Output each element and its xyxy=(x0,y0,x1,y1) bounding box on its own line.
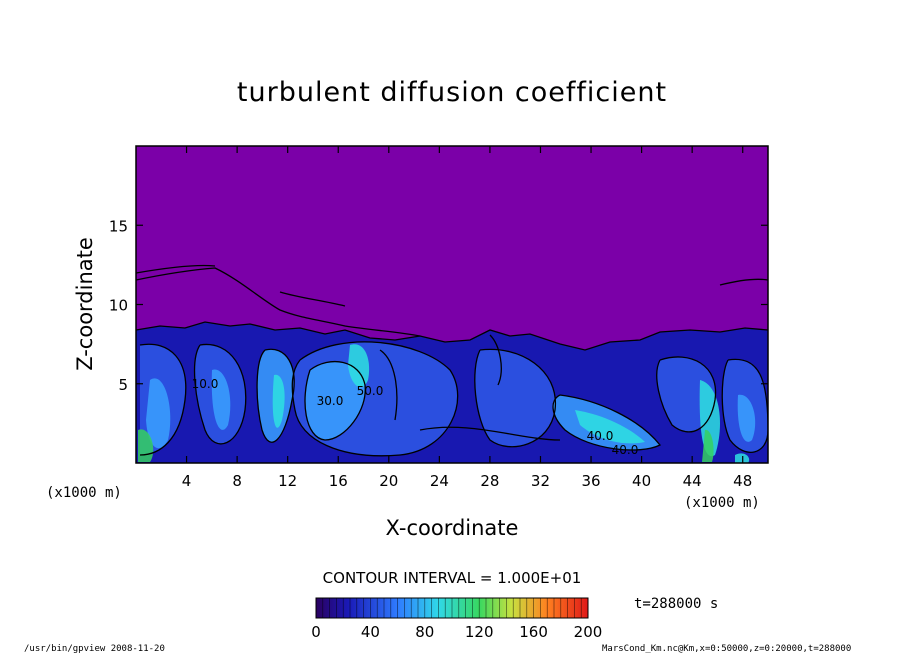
contour-line xyxy=(136,267,421,337)
contour-value-label: 40.0 xyxy=(587,429,614,443)
contour-line xyxy=(279,291,346,307)
eddy-region xyxy=(735,453,750,463)
y-tick-label: 15 xyxy=(109,217,128,235)
eddy-shading xyxy=(138,341,768,463)
eddy-region xyxy=(272,374,285,428)
contour-interval-label: CONTOUR INTERVAL = 1.000E+01 xyxy=(323,569,582,587)
contour-line xyxy=(489,334,502,386)
x-unit-label-right: (x1000 m) xyxy=(684,495,760,511)
x-tick-label: 16 xyxy=(329,472,348,490)
colorbar-tick-label: 0 xyxy=(311,623,321,641)
eddy-region xyxy=(146,378,171,449)
contour-value-label: 40.0 xyxy=(612,443,639,457)
x-tick-label: 44 xyxy=(683,472,702,490)
colorbar-tick-label: 200 xyxy=(574,623,603,641)
x-tick-label: 36 xyxy=(581,472,600,490)
x-tick-label: 4 xyxy=(182,472,192,490)
y-axis-label: Z-coordinate xyxy=(73,237,97,371)
colorbar: 0 40 80 120 160 200 xyxy=(311,597,602,641)
chart-title: turbulent diffusion coefficient xyxy=(237,77,667,108)
contour-line xyxy=(193,343,247,445)
contour-line xyxy=(256,348,295,443)
contour-line xyxy=(291,341,459,457)
contour-line xyxy=(136,321,768,351)
colorbar-stripes xyxy=(322,598,582,618)
x-tick-label: 24 xyxy=(430,472,449,490)
colorbar-tick-label: 160 xyxy=(519,623,548,641)
colorbar-tick-labels: 0 40 80 120 160 200 xyxy=(311,623,602,641)
eddy-region xyxy=(211,369,231,430)
contour-line xyxy=(136,264,216,274)
contour-value-label: 50.0 xyxy=(357,384,384,398)
x-tick-label: 48 xyxy=(733,472,752,490)
contour-value-labels: 10.0 30.0 50.0 40.040.0 xyxy=(192,377,639,457)
contour-line xyxy=(139,343,187,456)
x-tick-label: 28 xyxy=(480,472,499,490)
contour-line xyxy=(304,361,366,441)
colorbar-tick-label: 80 xyxy=(415,623,434,641)
contour-line xyxy=(552,394,662,451)
contour-line xyxy=(719,278,768,286)
x-tick-label: 8 xyxy=(232,472,242,490)
x-tick-label: 32 xyxy=(531,472,550,490)
eddy-region xyxy=(474,349,556,447)
contour-line xyxy=(721,358,768,453)
y-tick-label: 10 xyxy=(109,297,128,315)
contour-line xyxy=(419,426,561,441)
x-tick-label: 12 xyxy=(278,472,297,490)
contour-line xyxy=(656,356,717,433)
contour-value-label: 30.0 xyxy=(317,394,344,408)
y-axis-ticks: 5 10 15 xyxy=(109,217,768,394)
x-axis-ticks: 4 8 12 16 20 24 28 32 36 40 44 48 xyxy=(182,146,752,490)
contour-line xyxy=(474,348,556,448)
eddy-region xyxy=(305,361,366,440)
eddy-region xyxy=(702,429,714,462)
x-unit-label-left: (x1000 m) xyxy=(46,485,122,501)
y-tick-label: 5 xyxy=(118,376,128,394)
contour-line xyxy=(379,349,398,421)
contour-lines xyxy=(136,264,768,457)
colorbar-tick-label: 40 xyxy=(361,623,380,641)
time-label: t=288000 s xyxy=(634,596,718,612)
colorbar-tick-label: 120 xyxy=(465,623,494,641)
footer-right: MarsCond_Km.nc@Km,x=0:50000,z=0:20000,t=… xyxy=(602,644,851,654)
x-tick-label: 20 xyxy=(379,472,398,490)
x-tick-label: 40 xyxy=(632,472,651,490)
contour-value-label: 10.0 xyxy=(192,377,219,391)
eddy-region xyxy=(737,394,756,442)
x-axis-label: X-coordinate xyxy=(386,516,519,540)
eddy-region xyxy=(348,344,370,388)
plot-area: 10.0 30.0 50.0 40.040.0 xyxy=(136,146,768,463)
footer-left: /usr/bin/gpview 2008-11-20 xyxy=(24,644,165,654)
eddy-region xyxy=(575,410,645,444)
